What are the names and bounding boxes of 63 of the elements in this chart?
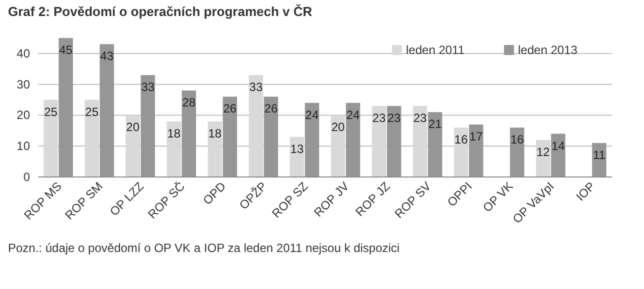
data-label: 28 <box>182 96 196 110</box>
data-label: 25 <box>85 104 99 119</box>
data-label: 23 <box>413 110 428 125</box>
bar <box>264 96 278 177</box>
data-label: 17 <box>469 129 484 144</box>
bar <box>454 128 468 177</box>
bar <box>592 143 606 177</box>
data-label: 11 <box>592 148 606 162</box>
bar <box>372 106 386 177</box>
data-label: 16 <box>510 132 524 147</box>
data-label: 18 <box>167 126 181 140</box>
y-tick-label: 0 <box>23 170 30 184</box>
data-label: 24 <box>305 108 319 122</box>
bar <box>182 90 196 177</box>
data-label: 33 <box>249 80 263 94</box>
data-label: 24 <box>346 108 360 122</box>
bar <box>140 75 156 177</box>
bar <box>166 121 182 177</box>
bar <box>208 121 222 177</box>
data-label: 23 <box>372 110 386 125</box>
bar <box>536 140 550 177</box>
data-label: 13 <box>290 142 304 156</box>
bar <box>428 112 442 177</box>
bar <box>44 100 58 177</box>
bar <box>510 128 524 177</box>
bar <box>346 102 360 177</box>
data-label: 20 <box>126 120 140 134</box>
data-label: 14 <box>551 138 566 153</box>
text: Pozn.: údaje o povědomí o OP VK a IOP za leden 2011 nejsou k dispozici <box>8 241 400 255</box>
data-label: 16 <box>454 132 468 147</box>
bar <box>58 38 73 177</box>
data-label: 20 <box>331 120 346 134</box>
y-tick-label: 10 <box>16 139 30 154</box>
bar <box>551 134 566 177</box>
y-tick-label: 20 <box>16 108 30 122</box>
data-label: 12 <box>536 144 550 159</box>
data-label: 45 <box>59 43 73 57</box>
bar <box>330 115 346 177</box>
bar <box>304 102 320 177</box>
legend-label: leden 2013 <box>518 43 578 57</box>
data-label: 43 <box>100 49 114 64</box>
bar <box>248 75 264 177</box>
x-tick-label: IOP <box>573 179 598 204</box>
data-label: 25 <box>44 104 58 119</box>
bar <box>100 44 114 177</box>
y-tick-label: 30 <box>16 77 30 92</box>
bar <box>84 100 99 177</box>
x-tick-label: OP LZZ <box>107 179 146 219</box>
chart-title: Graf 2: Povědomí o operačních programech v ČR <box>8 4 313 19</box>
bar <box>412 106 428 177</box>
bar <box>222 96 238 177</box>
data-label: 18 <box>208 126 222 140</box>
data-label: 26 <box>264 102 278 116</box>
y-tick-label: 40 <box>16 46 30 60</box>
legend-label: leden 2011 <box>406 43 465 57</box>
bar <box>386 106 402 177</box>
data-label: 33 <box>141 80 155 94</box>
x-tick-label: OP VK <box>480 179 516 215</box>
bar <box>468 124 484 177</box>
data-label: 23 <box>387 110 402 125</box>
data-label: 26 <box>223 102 237 116</box>
data-label: 21 <box>428 117 442 132</box>
bar <box>126 115 140 177</box>
